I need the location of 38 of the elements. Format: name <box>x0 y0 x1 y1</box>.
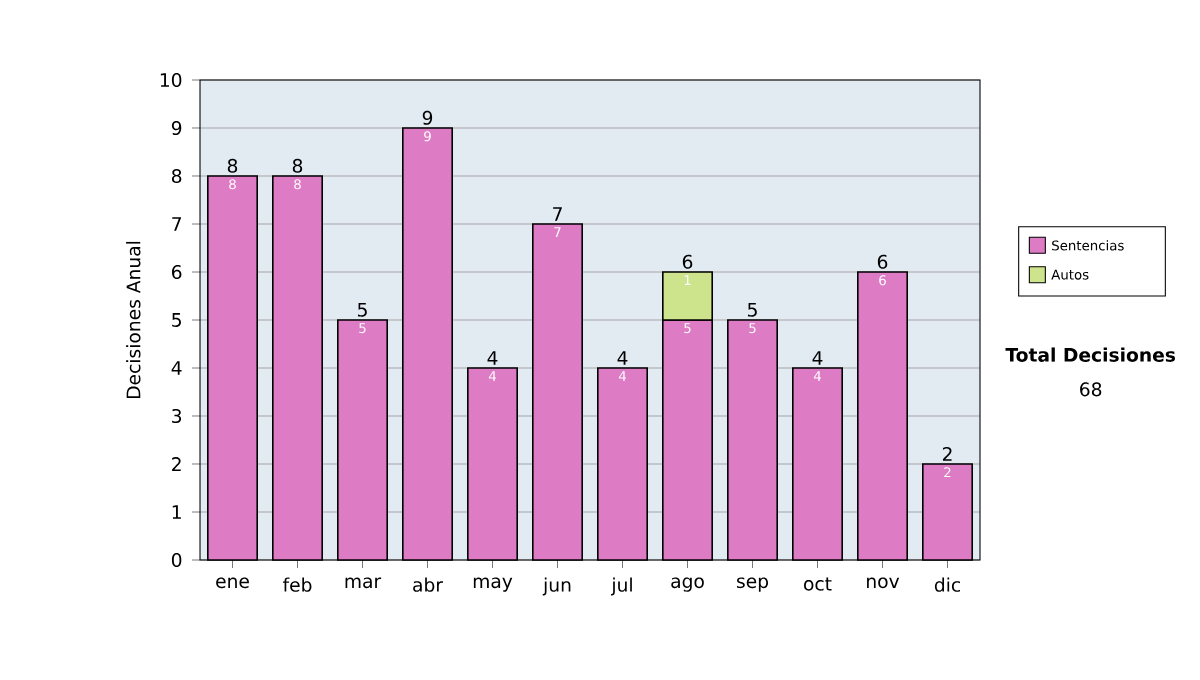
x-tick-label: nov <box>867 577 900 589</box>
total-label: 4 <box>617 351 628 365</box>
total-label: 4 <box>812 351 823 365</box>
x-tick-label: oct <box>804 577 832 591</box>
y-tick-label: 1 <box>172 505 181 519</box>
x-tick-label: may <box>473 577 513 592</box>
total-label: 9 <box>422 110 433 125</box>
total-label: 7 <box>553 207 562 221</box>
text: Total Decisiones <box>1005 347 1176 362</box>
y-tick-label: 10 <box>160 72 182 88</box>
y-tick-label: 7 <box>172 217 181 231</box>
x-tick-label: dic <box>934 577 961 592</box>
y-tick-label: 5 <box>172 313 181 327</box>
y-tick-label: 2 <box>172 457 181 471</box>
x-tick-label: ene <box>216 577 249 589</box>
y-tick-label: 6 <box>172 264 182 280</box>
text: 68 <box>1080 382 1102 397</box>
y-tick-label: 4 <box>171 361 182 375</box>
x-tick-label: ago <box>671 577 704 592</box>
y-tick-label: 3 <box>172 408 182 424</box>
total-label: 6 <box>877 254 888 269</box>
x-tick-label: abr <box>413 577 443 592</box>
total-label: 8 <box>292 158 303 173</box>
y-tick-label: 8 <box>171 168 182 184</box>
y-tick-label: 9 <box>171 120 182 136</box>
total-label: 4 <box>487 351 498 365</box>
y-axis-title: Decisiones Anual <box>126 241 141 398</box>
x-tick-label: jun <box>542 577 571 596</box>
total-label: 2 <box>942 446 952 461</box>
x-tick-label: jul <box>611 577 632 596</box>
x-tick-label: feb <box>282 577 312 592</box>
x-tick-label: sep <box>736 577 769 592</box>
total-label: 8 <box>227 158 238 173</box>
total-label: 5 <box>357 302 367 317</box>
total-label: 6 <box>682 254 693 269</box>
y-tick-label: 0 <box>171 552 182 568</box>
x-tick-label: mar <box>345 577 382 589</box>
total-label: 5 <box>747 302 757 317</box>
